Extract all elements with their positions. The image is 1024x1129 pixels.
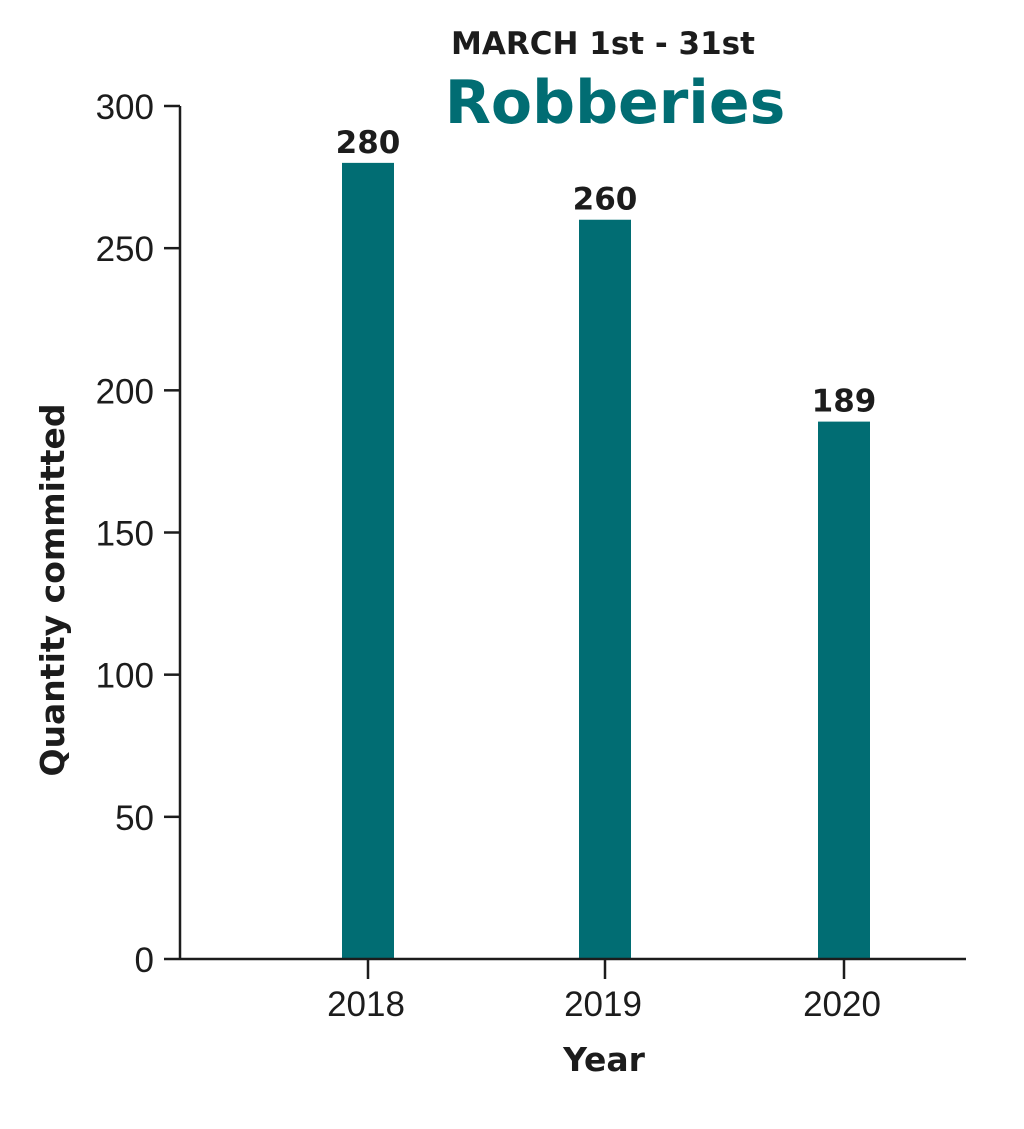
y-axis: 0 50 100 150 200 250 300	[96, 88, 182, 980]
data-label-2020: 189	[812, 384, 877, 420]
x-ticks-group: 2018 2019 2020	[327, 959, 881, 1024]
y-ticks-group: 0 50 100 150 200 250 300	[96, 88, 180, 980]
bar-2020	[818, 421, 870, 959]
bar-2019	[579, 219, 631, 959]
chart-title: Robberies	[445, 68, 786, 138]
y-tick-label: 300	[96, 88, 154, 127]
bar-2018	[342, 162, 394, 959]
x-tick-label: 2018	[327, 985, 405, 1024]
x-tick-label: 2019	[564, 985, 642, 1024]
y-tick-label: 250	[96, 230, 154, 269]
data-label-2018: 280	[336, 125, 401, 161]
chart-subtitle: MARCH 1st - 31st	[451, 26, 755, 62]
y-tick-label: 100	[96, 657, 154, 696]
data-label-2019: 260	[573, 182, 638, 218]
y-tick-label: 200	[96, 372, 154, 411]
y-axis-title: Quantity committed	[33, 403, 72, 776]
y-tick-label: 0	[135, 941, 154, 980]
x-axis: 2018 2019 2020	[180, 957, 966, 1024]
y-tick-label: 50	[115, 799, 154, 838]
x-tick-label: 2020	[803, 985, 881, 1024]
data-labels-group: 280 260 189	[336, 125, 877, 420]
y-tick-label: 150	[96, 515, 154, 554]
x-axis-title: Year	[562, 1040, 646, 1079]
bars-group	[342, 162, 870, 959]
